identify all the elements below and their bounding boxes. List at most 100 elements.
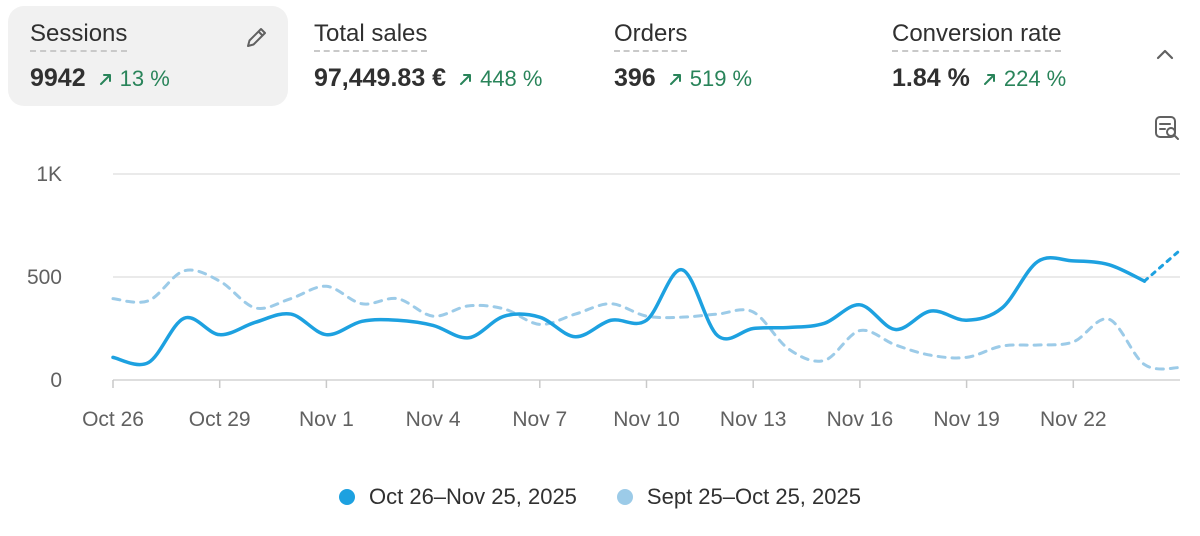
metric-change: 13 % xyxy=(98,66,170,92)
data-point-previous[interactable] xyxy=(1070,339,1076,345)
metric-label[interactable]: Total sales xyxy=(314,20,428,52)
x-tick-label: Nov 1 xyxy=(299,408,354,431)
data-point-current[interactable] xyxy=(608,317,614,323)
pencil-icon[interactable] xyxy=(242,24,270,52)
metric-card-sessions[interactable]: Sessions 9942 13 % xyxy=(8,6,288,106)
data-point-previous[interactable] xyxy=(608,301,614,307)
data-point-previous[interactable] xyxy=(537,321,543,327)
chart-legend: Oct 26–Nov 25, 2025 Sept 25–Oct 25, 2025 xyxy=(0,484,1200,510)
data-point-current[interactable] xyxy=(217,332,223,338)
data-point-previous[interactable] xyxy=(964,354,970,360)
data-point-previous[interactable] xyxy=(1035,342,1041,348)
metric-value: 396 xyxy=(614,64,656,92)
x-tick-label: Nov 13 xyxy=(720,408,787,431)
x-tick-label: Nov 7 xyxy=(512,408,567,431)
legend-label-previous: Sept 25–Oct 25, 2025 xyxy=(646,484,861,509)
data-point-previous[interactable] xyxy=(715,311,721,317)
data-point-current[interactable] xyxy=(359,318,365,324)
metric-change-value: 224 % xyxy=(1003,65,1067,91)
data-point-previous[interactable] xyxy=(572,311,578,317)
data-point-current[interactable] xyxy=(1141,278,1147,284)
data-point-current[interactable] xyxy=(146,359,152,365)
metric-change-value: 448 % xyxy=(480,65,543,91)
metric-change: 448 % xyxy=(458,66,542,92)
x-tick-label: Nov 4 xyxy=(406,408,461,431)
data-point-current[interactable] xyxy=(857,302,863,308)
metric-change-value: 13 % xyxy=(119,65,170,91)
data-point-current[interactable] xyxy=(821,320,827,326)
data-point-previous[interactable] xyxy=(395,296,401,302)
data-point-current[interactable] xyxy=(323,332,329,338)
data-point-previous[interactable] xyxy=(146,298,152,304)
metric-card-orders[interactable]: Orders 396 519 % xyxy=(592,6,872,106)
data-point-previous[interactable] xyxy=(181,268,187,274)
data-point-previous[interactable] xyxy=(288,296,294,302)
metric-label[interactable]: Orders xyxy=(614,20,688,52)
data-point-current[interactable] xyxy=(1106,262,1112,268)
data-point-current[interactable] xyxy=(537,314,543,320)
metric-label[interactable]: Conversion rate xyxy=(892,20,1062,52)
data-point-previous[interactable] xyxy=(892,342,898,348)
data-point-previous[interactable] xyxy=(466,303,472,309)
legend-item-current[interactable]: Oct 26–Nov 25, 2025 xyxy=(339,484,577,510)
data-point-current[interactable] xyxy=(252,319,258,325)
data-point-current[interactable] xyxy=(964,317,970,323)
data-point-current[interactable] xyxy=(288,311,294,317)
data-point-current[interactable] xyxy=(181,315,187,321)
data-point-previous[interactable] xyxy=(217,278,223,284)
data-point-previous[interactable] xyxy=(110,296,116,302)
data-point-previous[interactable] xyxy=(928,352,934,358)
x-tick-label: Nov 16 xyxy=(827,408,894,431)
metric-card-conversion-rate[interactable]: Conversion rate 1.84 % 224 % xyxy=(870,6,1140,106)
chevron-up-icon[interactable] xyxy=(1154,44,1176,66)
metric-card-total-sales[interactable]: Total sales 97,449.83 € 448 % xyxy=(292,6,592,106)
data-point-current[interactable] xyxy=(999,305,1005,311)
data-point-current[interactable] xyxy=(1035,259,1041,265)
data-point-current[interactable] xyxy=(430,322,436,328)
data-point-current[interactable] xyxy=(928,308,934,314)
data-point-previous[interactable] xyxy=(857,328,863,334)
data-point-previous[interactable] xyxy=(679,314,685,320)
data-point-previous[interactable] xyxy=(750,309,756,315)
y-tick-label: 1K xyxy=(36,163,62,186)
data-point-current[interactable] xyxy=(1070,258,1076,264)
data-point-previous[interactable] xyxy=(1106,316,1112,322)
data-point-current[interactable] xyxy=(750,326,756,332)
data-point-previous[interactable] xyxy=(999,343,1005,349)
sessions-line-chart: 0 500 1K Oct 26 Oct 29 Nov 1 Nov 4 Nov 7 Nov 10… xyxy=(27,163,1183,431)
x-tick-label: Oct 26 xyxy=(82,408,144,431)
data-point-current[interactable] xyxy=(679,267,685,273)
data-point-previous[interactable] xyxy=(430,313,436,319)
chart-settings-icon[interactable] xyxy=(1153,114,1181,142)
arrow-up-right-icon xyxy=(983,73,995,85)
data-point-current[interactable] xyxy=(644,317,650,323)
data-point-previous[interactable] xyxy=(323,283,329,289)
data-point-previous[interactable] xyxy=(501,306,507,312)
data-point-current[interactable] xyxy=(1177,247,1183,253)
data-point-current[interactable] xyxy=(786,324,792,330)
data-point-previous[interactable] xyxy=(1141,362,1147,368)
data-point-current[interactable] xyxy=(715,333,721,339)
data-point-previous[interactable] xyxy=(821,357,827,363)
y-tick-label: 0 xyxy=(50,369,62,392)
arrow-up-right-icon xyxy=(460,73,472,85)
metric-value: 1.84 % xyxy=(892,64,970,92)
metric-label[interactable]: Sessions xyxy=(30,20,128,52)
metric-change: 519 % xyxy=(668,66,752,92)
legend-label-current: Oct 26–Nov 25, 2025 xyxy=(369,484,577,509)
data-point-previous[interactable] xyxy=(786,346,792,352)
legend-item-previous[interactable]: Sept 25–Oct 25, 2025 xyxy=(616,484,861,510)
x-tick-label: Nov 22 xyxy=(1040,408,1107,431)
legend-dot-previous xyxy=(616,489,633,505)
data-point-current[interactable] xyxy=(892,327,898,333)
data-point-current[interactable] xyxy=(466,335,472,341)
data-point-previous[interactable] xyxy=(252,305,258,311)
data-point-current[interactable] xyxy=(110,354,116,360)
data-point-previous[interactable] xyxy=(1177,365,1183,371)
data-point-current[interactable] xyxy=(395,317,401,323)
data-point-previous[interactable] xyxy=(359,301,365,307)
data-point-current[interactable] xyxy=(572,334,578,340)
series-line-current xyxy=(111,256,1147,367)
data-point-current[interactable] xyxy=(501,313,507,319)
metric-value: 97,449.83 € xyxy=(314,64,447,92)
